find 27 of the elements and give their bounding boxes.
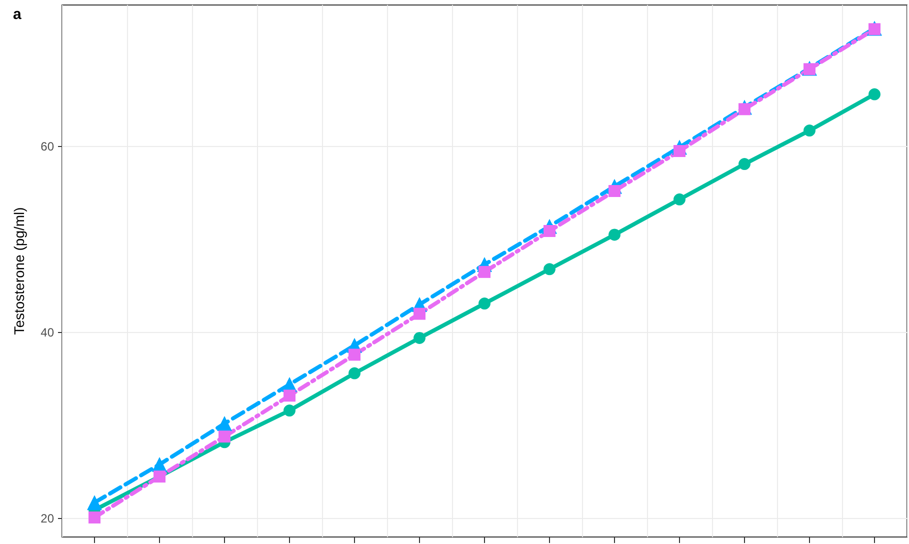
point: [478, 298, 490, 310]
point: [284, 404, 296, 417]
point: [414, 308, 426, 320]
point: [414, 332, 426, 344]
point: [674, 193, 686, 206]
point: [608, 185, 620, 198]
point: [348, 367, 360, 380]
point: [217, 416, 232, 432]
point: [348, 348, 360, 361]
y-tick-label: 20: [40, 511, 54, 526]
y-tick-label: 60: [40, 139, 54, 154]
point: [544, 225, 556, 238]
point: [218, 430, 230, 443]
point: [544, 263, 556, 276]
point: [738, 158, 750, 170]
point: [284, 390, 296, 402]
y-axis-title: Testosterone (pg/ml): [11, 207, 27, 335]
point: [738, 103, 750, 116]
point: [478, 266, 490, 278]
point: [87, 495, 102, 510]
point: [674, 145, 686, 158]
point: [88, 511, 100, 524]
point: [608, 228, 620, 241]
point: [804, 124, 816, 137]
chart-title: a: [13, 6, 22, 23]
y-tick-label: 40: [40, 325, 54, 340]
point: [868, 88, 880, 100]
